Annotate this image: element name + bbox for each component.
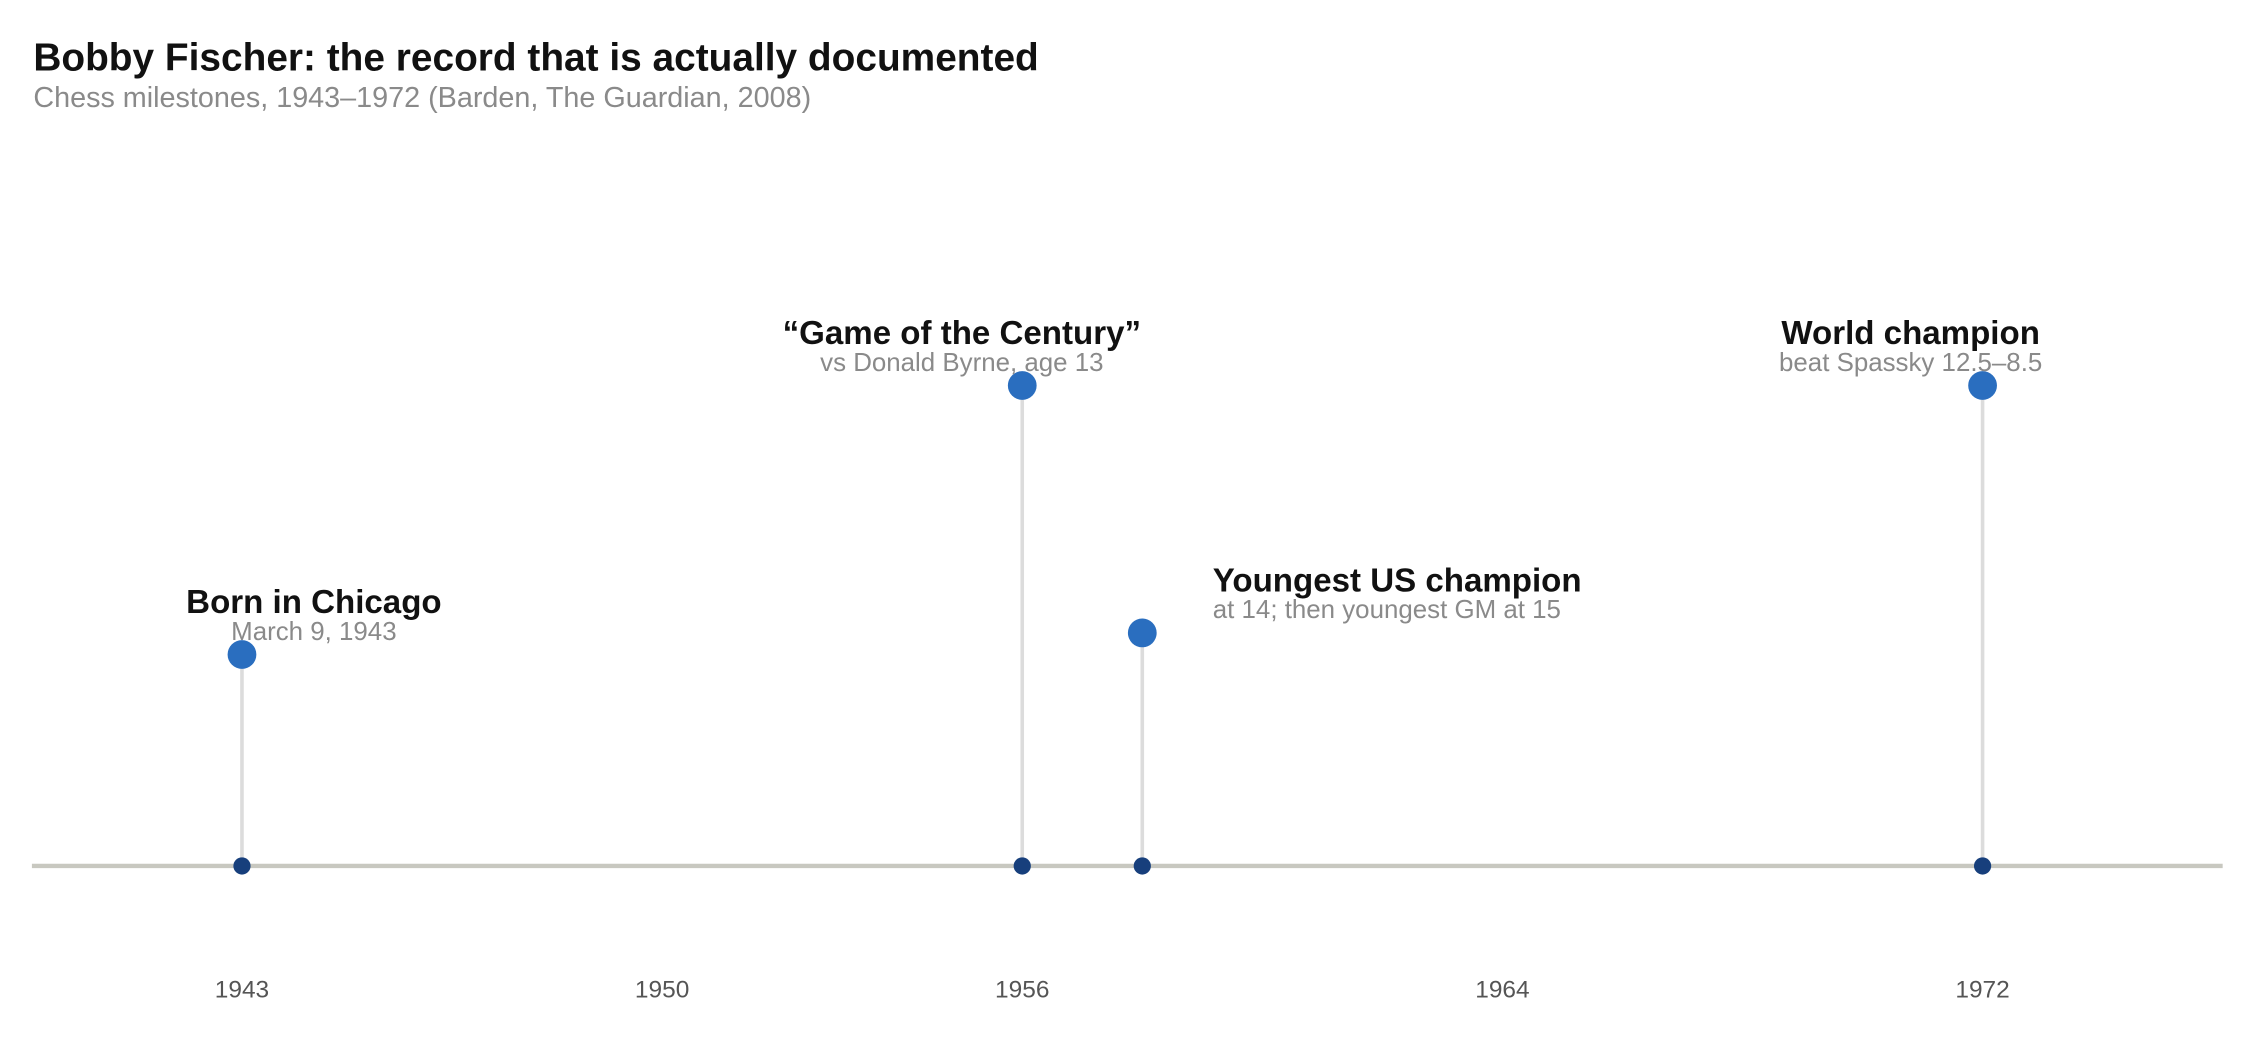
event-subtitle: March 9, 1943 bbox=[231, 618, 396, 646]
event-dot bbox=[1007, 371, 1037, 400]
event-subtitle: at 14; then youngest GM at 15 bbox=[1213, 596, 1561, 624]
x-tick-label: 1956 bbox=[995, 977, 1049, 1004]
x-tick-label: 1964 bbox=[1475, 977, 1529, 1004]
event-title: Youngest US champion bbox=[1213, 562, 1582, 599]
base-dot bbox=[1973, 857, 1992, 875]
event-dot bbox=[1127, 618, 1157, 648]
event-subtitle: vs Donald Byrne, age 13 bbox=[820, 349, 1103, 377]
event-title: World champion bbox=[1781, 315, 2040, 352]
base-dot bbox=[1013, 857, 1031, 875]
event-title: Born in Chicago bbox=[186, 584, 441, 621]
base-dot bbox=[233, 857, 251, 875]
chart-title: Bobby Fischer: the record that is actual… bbox=[33, 37, 1038, 80]
x-tick-label: 1972 bbox=[1955, 977, 2009, 1004]
chart-subtitle: Chess milestones, 1943–1972 (Barden, The… bbox=[33, 82, 811, 114]
event-title: “Game of the Century” bbox=[783, 315, 1141, 352]
event-dot bbox=[1968, 371, 1997, 400]
x-tick-label: 1950 bbox=[635, 977, 689, 1004]
base-dot bbox=[1133, 857, 1151, 875]
event-subtitle: beat Spassky 12.5–8.5 bbox=[1779, 349, 2042, 377]
event-dot bbox=[227, 640, 257, 669]
x-tick-label: 1943 bbox=[215, 977, 269, 1004]
